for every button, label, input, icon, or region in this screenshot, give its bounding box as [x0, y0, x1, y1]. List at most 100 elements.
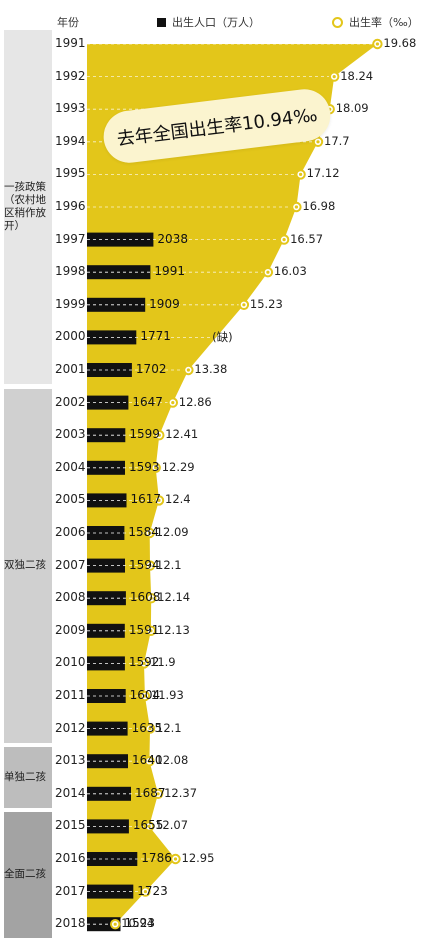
year-label: 2016: [55, 851, 86, 865]
births-value-label: 1702: [135, 362, 167, 376]
rate-value-label: 15.23: [249, 296, 283, 311]
rate-point-dot: [148, 564, 152, 568]
rate-value-label: 12.29: [161, 459, 195, 474]
rate-value-label: 12.86: [178, 394, 212, 409]
year-label: 2018: [55, 916, 86, 931]
rate-value-label: 12.4: [165, 492, 191, 507]
rate-area: [87, 44, 378, 925]
rate-value-label: 16.98: [302, 199, 336, 213]
rate-point-dot: [154, 466, 158, 470]
births-value-label: 2038: [157, 231, 188, 246]
year-label: 2005: [55, 492, 86, 507]
legend-births-label: 出生人口（万人）: [172, 16, 260, 29]
rate-value-label: 16.03: [273, 264, 307, 279]
policy-band: [4, 388, 52, 743]
rate-point-dot: [148, 727, 152, 731]
rate-point-dot: [142, 661, 146, 666]
year-label: 2015: [55, 818, 86, 833]
rate-value-label: 12.09: [155, 525, 189, 539]
births-value-label: 1635: [131, 720, 163, 735]
legend-rate-label: 出生率（‰）: [349, 16, 419, 29]
year-label: 2017: [55, 883, 86, 898]
rate-point-dot: [147, 824, 151, 829]
rate-point-dot: [171, 401, 175, 405]
year-label: 2002: [55, 394, 86, 409]
births-value-label: 1594: [129, 557, 160, 572]
rate-point-dot: [143, 890, 147, 894]
rate-value-label: 10.94: [121, 916, 155, 931]
year-label: 1993: [55, 101, 86, 116]
rate-point-dot: [157, 498, 161, 502]
rate-value-label: 12.13: [156, 622, 190, 637]
rate-value-label: 11.9: [150, 655, 176, 670]
births-value-label: 1909: [149, 296, 180, 311]
rate-value-label: 12.95: [181, 851, 215, 865]
year-label: 1994: [55, 133, 86, 148]
births-value-label: 1647: [132, 394, 163, 409]
year-label: 1991: [55, 36, 86, 50]
births-value-label: 1687: [134, 785, 166, 800]
births-value-label: 1523: [124, 916, 156, 931]
births-value-label: 1786: [141, 851, 172, 865]
year-label: 2004: [55, 459, 86, 474]
year-label: 1995: [55, 166, 86, 181]
rate-point-dot: [173, 857, 178, 861]
rate-value-label: 12.07: [155, 818, 189, 833]
rate-value-label: 18.09: [335, 101, 369, 116]
births-value-label: 1991: [154, 264, 185, 279]
year-label: 2006: [55, 525, 86, 539]
rate-point-dot: [113, 922, 117, 926]
births-value-label: 1655: [132, 818, 164, 833]
year-label: 2003: [55, 427, 86, 442]
births-bar: [87, 232, 154, 247]
legend-rate: 出生率（‰）: [332, 14, 419, 30]
births-value-label: 1604: [129, 688, 161, 702]
year-label: 2008: [55, 590, 86, 605]
policy-band: [4, 30, 52, 384]
year-label: 1996: [55, 199, 86, 213]
births-value-label: 1723: [137, 883, 168, 898]
year-label: 1992: [55, 68, 86, 83]
rate-value-label: 12.08: [155, 753, 189, 768]
rate-value-label: 12.1: [156, 557, 182, 572]
rate-point-dot: [266, 270, 270, 274]
rate-value-label: 11.93: [150, 688, 184, 702]
rate-value-label: 18.24: [340, 68, 374, 83]
rate-value-label: 12.37: [164, 785, 198, 800]
year-label: 2012: [55, 720, 86, 735]
births-value-label: 1593: [128, 459, 160, 474]
rate-point-dot: [282, 238, 286, 242]
births-value-label: 1592: [128, 655, 160, 670]
births-bar: [87, 786, 131, 801]
rate-value-label: 19.68: [383, 36, 417, 50]
births-value-label: 1608: [129, 590, 161, 605]
year-label: 2009: [55, 622, 86, 637]
births-value-label: 1640: [131, 753, 163, 768]
rate-value-label: 12.1: [156, 720, 182, 735]
rate-point-dot: [149, 629, 153, 633]
rate-point-dot: [375, 42, 379, 46]
rate-point-dot: [186, 368, 190, 372]
rate-point-dot: [157, 433, 161, 437]
rate-value-label: 12.14: [157, 590, 191, 605]
legend-rate-marker: [332, 17, 343, 28]
rate-point-dot: [143, 694, 147, 698]
births-bar: [87, 884, 134, 899]
births-value-label: 1771: [140, 329, 171, 344]
rate-point-dot: [294, 205, 298, 209]
policy-label: 双独二孩: [4, 558, 46, 571]
rate-value-label: 13.38: [194, 362, 228, 376]
rate-value-label: 17.7: [324, 133, 350, 148]
births-bar: [87, 363, 132, 377]
rate-value-label: 16.57: [290, 231, 324, 246]
births-value-label: 1599: [129, 427, 160, 442]
year-label: 2001: [55, 362, 86, 376]
legend-births: 出生人口（万人）: [157, 14, 260, 30]
policy-band: [4, 812, 52, 938]
rate-point-dot: [299, 172, 303, 176]
year-label: 2000: [55, 329, 86, 344]
year-label: 2011: [55, 688, 86, 702]
births-bar: [87, 297, 146, 312]
year-label: 1997: [55, 231, 86, 246]
